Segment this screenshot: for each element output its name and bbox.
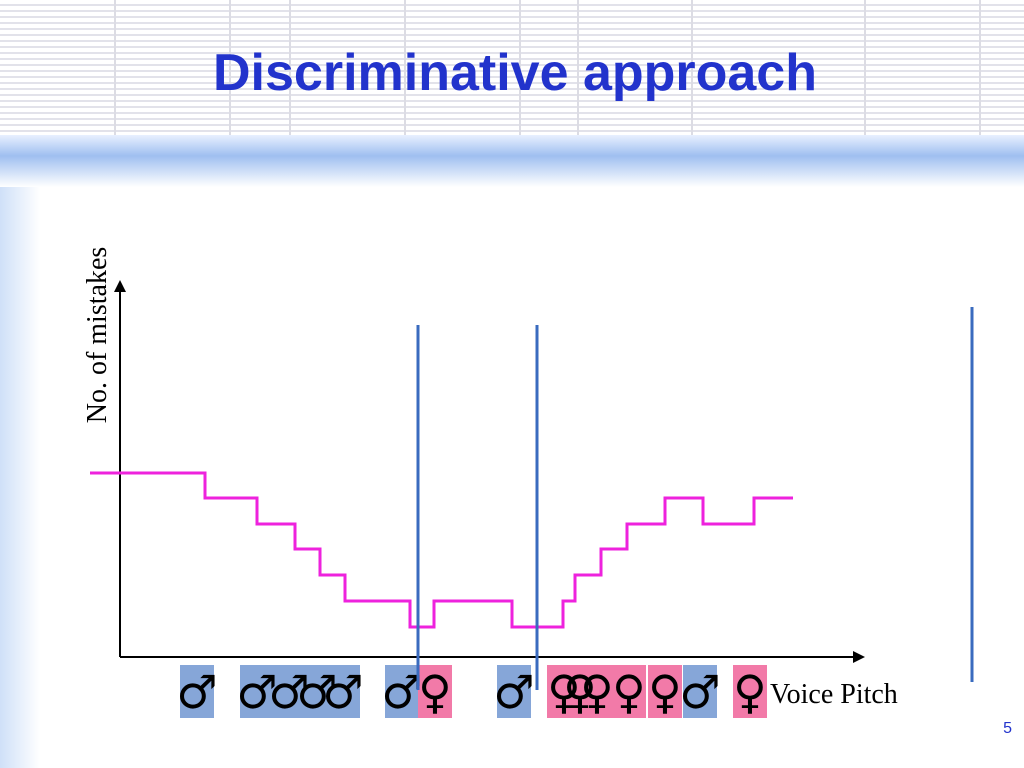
marker-symbol: ♂ [381, 665, 422, 719]
marker-box [683, 665, 717, 718]
marker-box [733, 665, 767, 718]
marker-symbol: ♂ [236, 665, 277, 719]
marker-box [326, 665, 360, 718]
markers: ♂ ♂♂♂♂ ♂♀ ♂ ♀♀♀♀ ♀♂ ♀ [176, 665, 767, 719]
marker-symbol: ♂ [268, 665, 309, 719]
marker-symbol: ♂ [176, 665, 217, 719]
header-pattern [0, 0, 1024, 135]
marker-symbol: ♀ [580, 665, 614, 719]
marker-symbol: ♀ [418, 665, 452, 719]
thresholds [416, 307, 974, 690]
marker-box [580, 665, 614, 718]
marker-symbol: ♂ [322, 665, 363, 719]
marker-symbol: ♀ [563, 665, 597, 719]
side-shade [0, 185, 40, 768]
x-axis-label: Voice Pitch [770, 679, 898, 710]
marker-box [648, 665, 682, 718]
marker-symbol: ♀ [612, 665, 646, 719]
marker-symbol: ♂ [679, 665, 720, 719]
marker-symbol: ♂ [296, 665, 337, 719]
marker-box [497, 665, 531, 718]
marker-symbol: ♀ [733, 665, 767, 719]
marker-box [612, 665, 646, 718]
page-number: 5 [1003, 720, 1012, 737]
marker-box [240, 665, 274, 718]
marker-symbol: ♀ [547, 665, 581, 719]
marker-symbol: ♂ [493, 665, 534, 719]
title: Discriminative approach [213, 44, 817, 102]
header-band [0, 135, 1024, 187]
marker-box [180, 665, 214, 718]
marker-box [418, 665, 452, 718]
y-axis-label: No. of mistakes [82, 247, 113, 424]
marker-symbol: ♀ [648, 665, 682, 719]
error-curve [90, 471, 793, 629]
header-grid [114, 0, 981, 135]
marker-box [385, 665, 419, 718]
